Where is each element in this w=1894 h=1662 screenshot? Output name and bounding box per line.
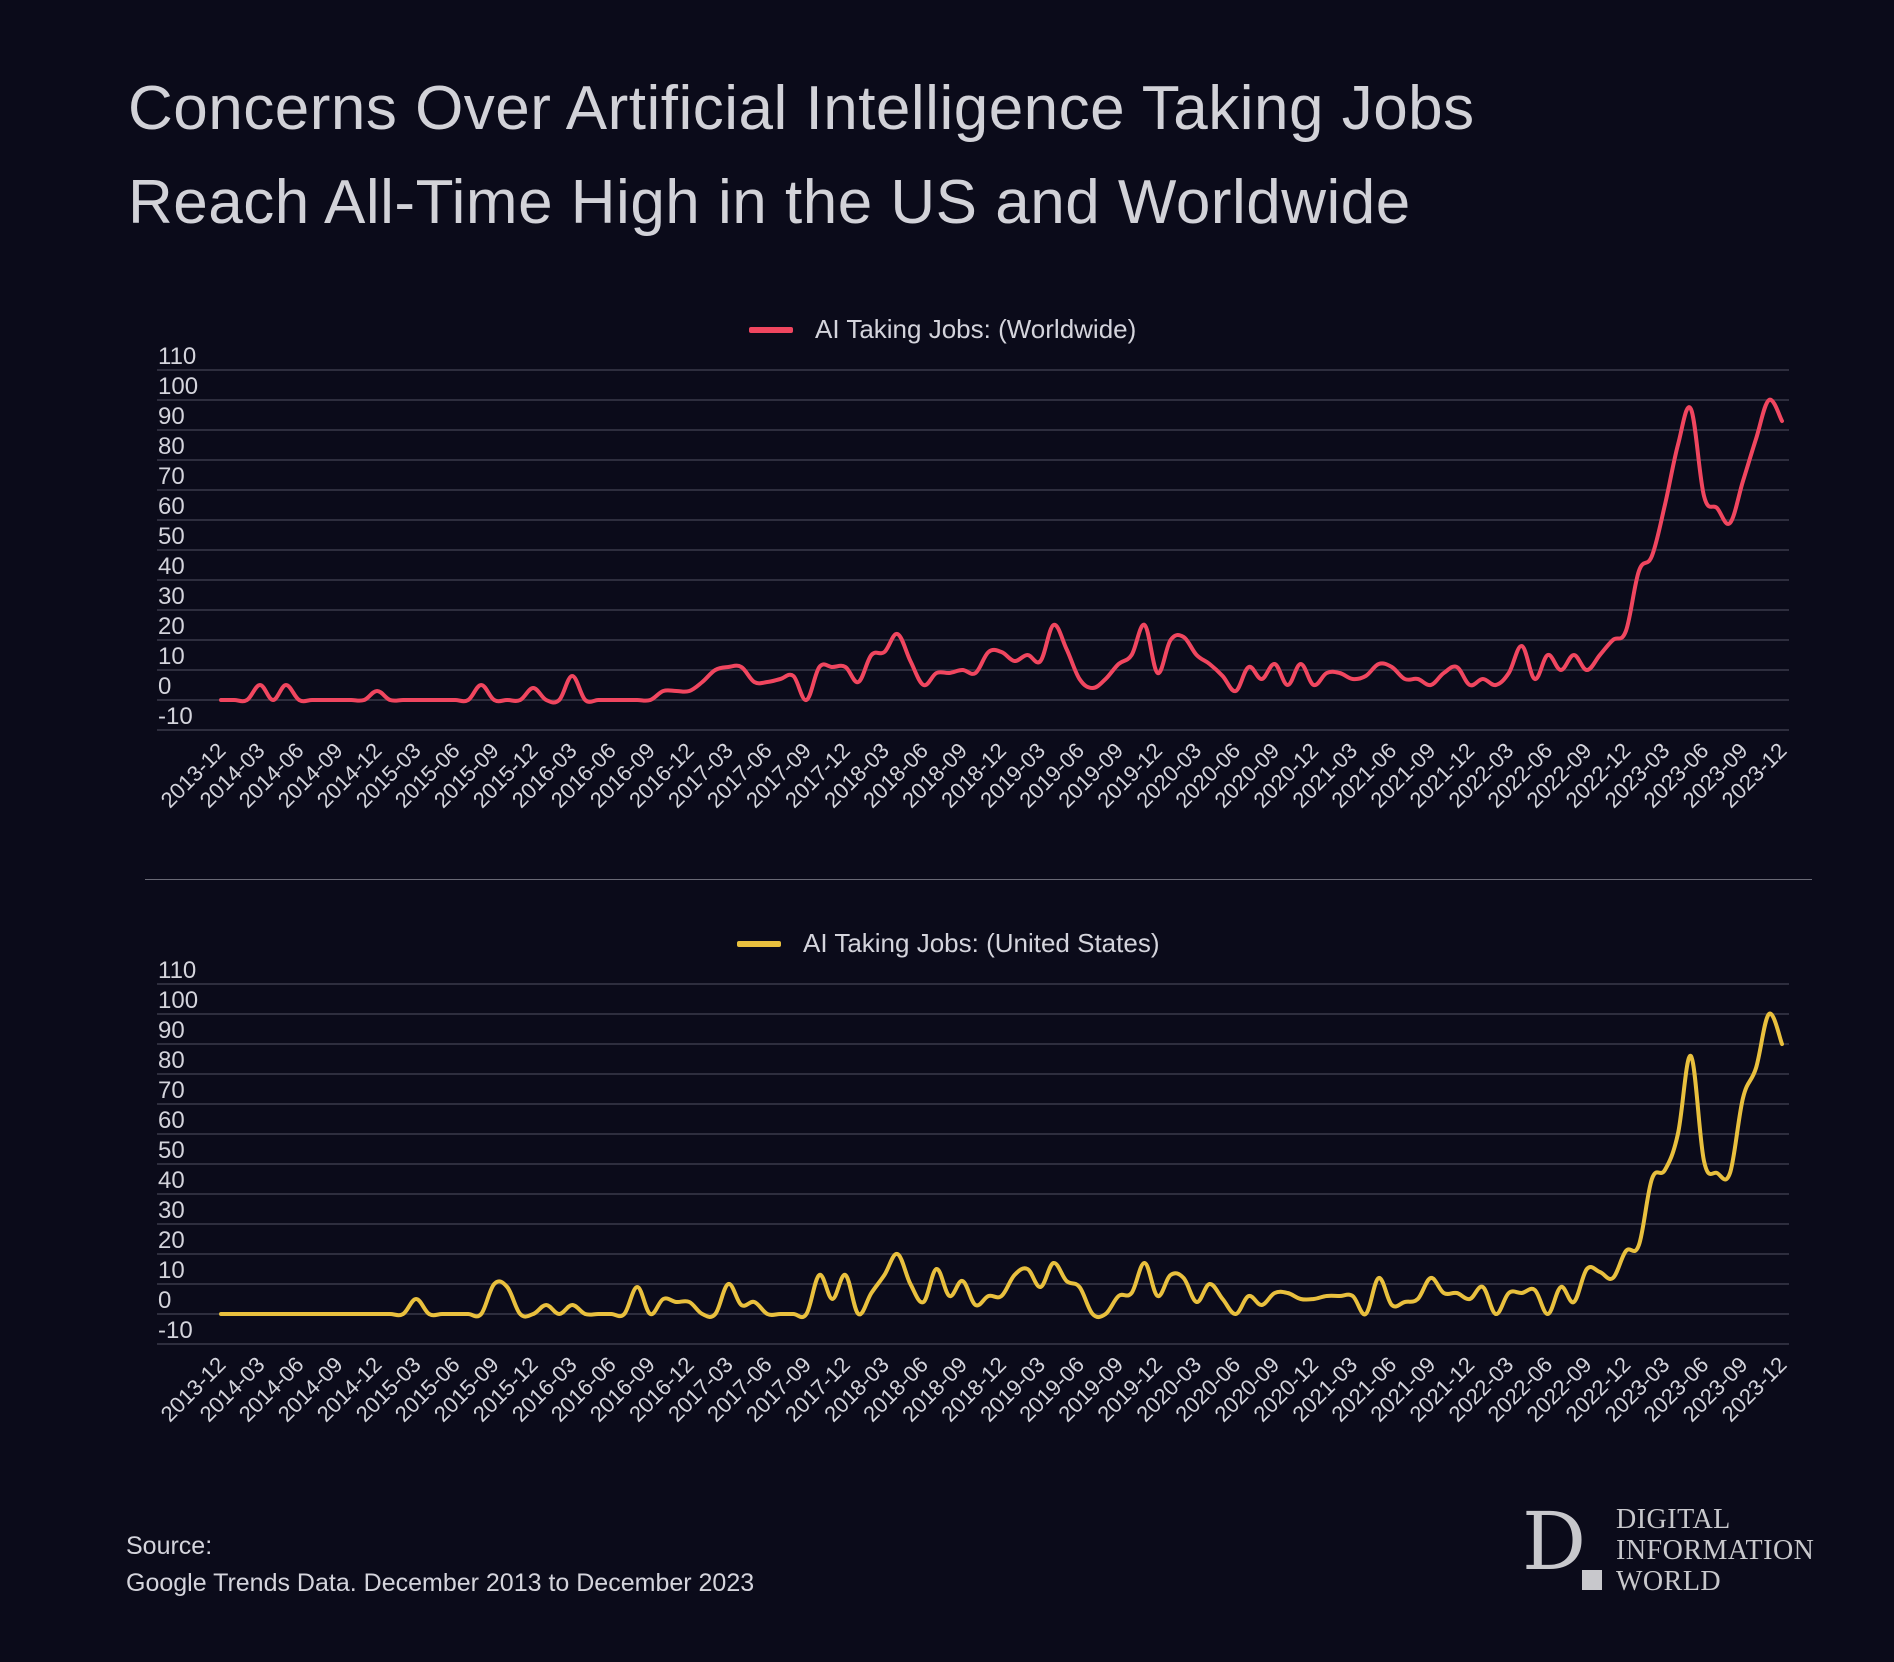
y-tick-label: 100: [158, 373, 198, 400]
y-tick-label: 0: [158, 673, 171, 700]
source-text: Google Trends Data. December 2013 to Dec…: [126, 1569, 755, 1597]
chart-worldwide: 1101009080706050403020100-102013-122014-…: [156, 343, 1792, 813]
y-tick-label: 40: [158, 1167, 185, 1194]
logo-text: DIGITAL INFORMATION WORLD: [1616, 1504, 1815, 1597]
legend-label-us: AI Taking Jobs: (United States): [803, 928, 1160, 958]
y-tick-label: 90: [158, 403, 185, 430]
source-note: Source: Google Trends Data. December 201…: [126, 1528, 754, 1602]
series-line-united-states: [219, 1011, 1784, 1320]
title-line-1: Concerns Over Artificial Intelligence Ta…: [128, 74, 1475, 143]
y-tick-label: 60: [158, 493, 185, 520]
y-tick-label: 110: [158, 343, 196, 370]
y-tick-label: 20: [158, 613, 185, 640]
y-tick-label: 60: [158, 1107, 185, 1134]
y-tick-label: 80: [158, 433, 185, 460]
title-line-2: Reach All-Time High in the US and Worldw…: [128, 168, 1411, 237]
y-tick-label: 10: [158, 643, 185, 670]
legend-swatch-worldwide: [749, 326, 793, 333]
y-tick-label: 70: [158, 1077, 185, 1104]
chart-united-states: 1101009080706050403020100-102013-122014-…: [156, 957, 1792, 1427]
y-tick-label: 110: [158, 957, 196, 984]
y-tick-label: 10: [158, 1257, 185, 1284]
y-tick-label: 80: [158, 1047, 185, 1074]
legend-swatch-us: [737, 940, 781, 947]
y-tick-label: -10: [158, 703, 193, 730]
y-tick-label: 20: [158, 1227, 185, 1254]
y-tick-label: 40: [158, 553, 185, 580]
source-label: Source:: [126, 1532, 213, 1560]
legend-label-worldwide: AI Taking Jobs: (Worldwide): [815, 314, 1137, 344]
legend-us: AI Taking Jobs: (United States): [737, 928, 1159, 959]
chart-divider: [145, 879, 1812, 880]
logo-square-icon: [1582, 1570, 1602, 1590]
y-tick-label: 70: [158, 463, 185, 490]
y-tick-label: 30: [158, 583, 185, 610]
digital-information-world-logo: D DIGITAL INFORMATION WORLD: [1522, 1495, 1815, 1600]
legend-worldwide: AI Taking Jobs: (Worldwide): [749, 314, 1136, 345]
y-tick-label: -10: [158, 1317, 193, 1344]
y-tick-label: 50: [158, 523, 185, 550]
chart-title: Concerns Over Artificial Intelligence Ta…: [128, 62, 1475, 250]
y-tick-label: 50: [158, 1137, 185, 1164]
y-tick-label: 30: [158, 1197, 185, 1224]
series-line-worldwide: [219, 397, 1784, 705]
y-tick-label: 90: [158, 1017, 185, 1044]
y-tick-label: 0: [158, 1287, 171, 1314]
logo-letter: D: [1522, 1495, 1587, 1588]
y-tick-label: 100: [158, 987, 198, 1014]
